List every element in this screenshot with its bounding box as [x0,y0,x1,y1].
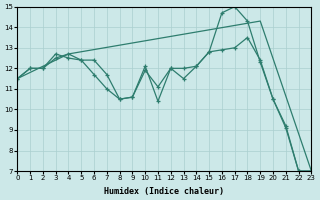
X-axis label: Humidex (Indice chaleur): Humidex (Indice chaleur) [104,187,224,196]
